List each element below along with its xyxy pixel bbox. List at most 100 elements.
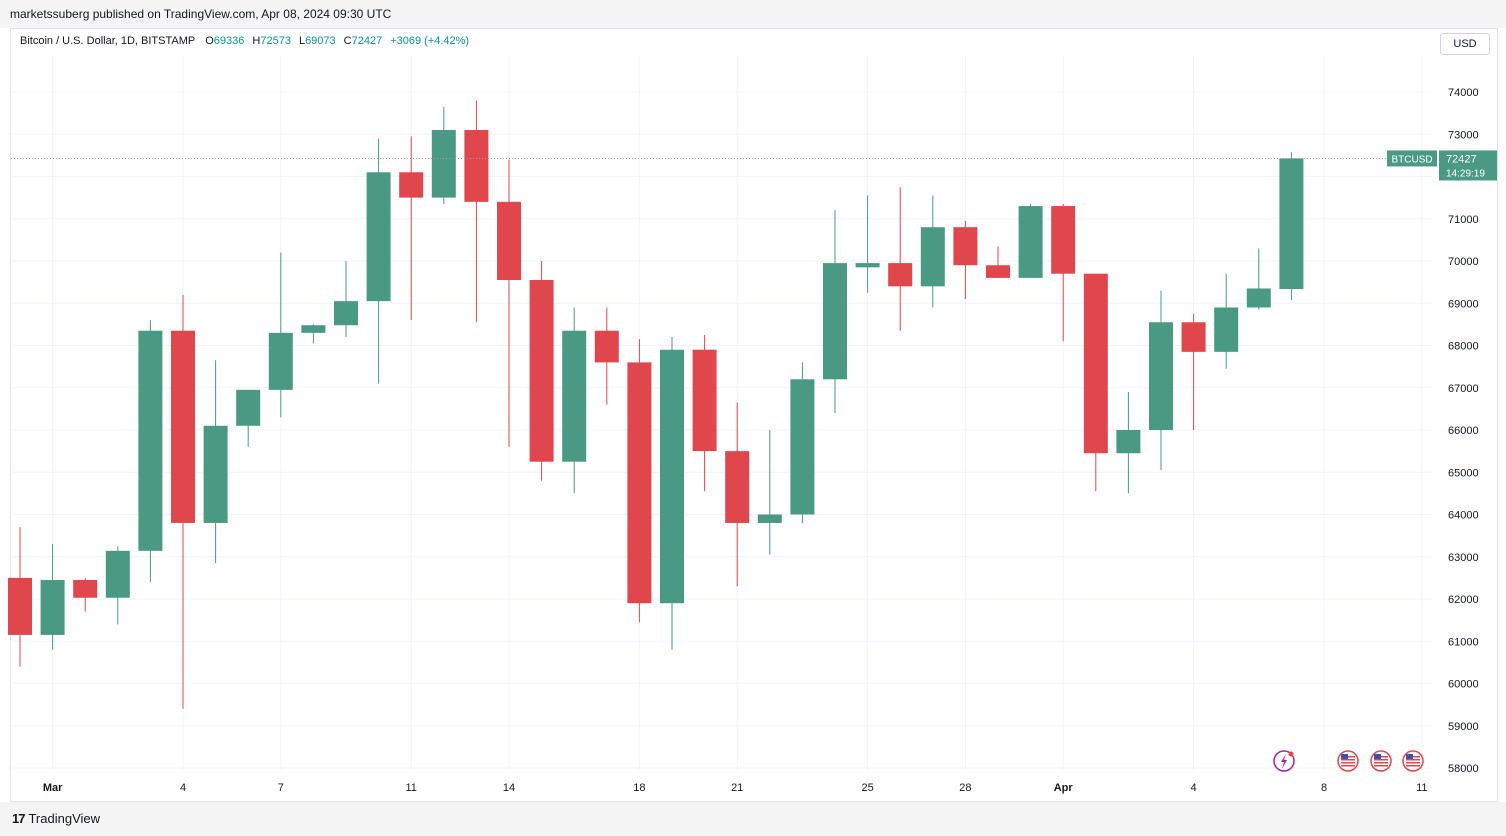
candle[interactable] (73, 577, 98, 612)
candle[interactable] (497, 159, 521, 447)
candle[interactable] (1083, 273, 1108, 492)
candle[interactable] (203, 360, 228, 564)
legend-symbol[interactable]: Bitcoin / U.S. Dollar, 1D, BITSTAMP (20, 35, 196, 47)
candle[interactable] (236, 389, 261, 447)
candle[interactable] (1051, 203, 1076, 342)
flash-event-icon[interactable] (1273, 750, 1295, 772)
price-tag-value: 72427 (1446, 153, 1477, 165)
legend-low-label: L (298, 35, 306, 47)
candle-body (301, 325, 326, 333)
x-tick-label: 25 (861, 782, 873, 794)
candle-body (725, 451, 750, 523)
x-tick-label: 18 (633, 782, 645, 794)
candle-body (334, 301, 358, 326)
candle-body (1279, 158, 1304, 290)
candle-body (138, 330, 163, 551)
candle[interactable] (1149, 290, 1173, 471)
candle[interactable] (366, 138, 391, 384)
candle[interactable] (171, 294, 195, 709)
candle[interactable] (660, 337, 684, 650)
candle[interactable] (855, 195, 880, 293)
candle-body (236, 389, 261, 426)
legend-open-value: 69336 (213, 35, 245, 47)
tradingview-logo-icon: 17 (12, 811, 26, 826)
published-text: marketssuberg published on TradingView.c… (10, 7, 392, 21)
candle[interactable] (529, 261, 554, 481)
candle[interactable] (823, 210, 847, 414)
currency-button[interactable]: USD (1440, 33, 1490, 55)
candle[interactable] (431, 106, 456, 204)
candle[interactable] (40, 544, 65, 650)
ohlc-legend: Bitcoin / U.S. Dollar, 1D, BITSTAMP O 69… (20, 34, 477, 48)
x-tick-label: 21 (731, 782, 743, 794)
candle[interactable] (725, 402, 750, 587)
candle-body (1214, 307, 1239, 352)
candle[interactable] (1246, 248, 1271, 310)
candle[interactable] (627, 339, 652, 623)
candle-body (268, 332, 293, 390)
price-tag-countdown: 14:29:19 (1446, 168, 1485, 179)
candle[interactable] (301, 324, 326, 344)
candle-body (986, 265, 1010, 278)
candle[interactable] (399, 136, 424, 321)
us-flag-event-icon[interactable] (1337, 750, 1359, 772)
legend-close-label: C (343, 35, 352, 47)
y-tick-label: 59000 (1448, 721, 1479, 733)
candle-body (855, 263, 880, 268)
candle[interactable] (464, 100, 489, 323)
candle[interactable] (953, 220, 978, 300)
us-flag-event-icon[interactable] (1370, 750, 1392, 772)
candle[interactable] (1116, 391, 1141, 494)
y-tick-label: 66000 (1448, 425, 1479, 437)
candle-body (1116, 430, 1141, 454)
candle-body (497, 201, 521, 281)
candle-body (1246, 288, 1271, 308)
candle[interactable] (692, 334, 717, 492)
candle-body (627, 362, 652, 604)
candle[interactable] (986, 246, 1010, 278)
candle[interactable] (790, 362, 815, 523)
y-tick-label: 58000 (1448, 763, 1479, 775)
candle[interactable] (888, 187, 913, 331)
candle[interactable] (594, 307, 619, 405)
candle[interactable] (334, 261, 358, 338)
candle[interactable] (8, 527, 32, 667)
candle[interactable] (138, 320, 163, 583)
y-tick-label: 68000 (1448, 341, 1479, 353)
candle-body (562, 330, 587, 462)
candle-body (823, 263, 847, 380)
candle-body (366, 172, 391, 302)
x-tick-label: 28 (959, 782, 971, 794)
y-tick-label: 74000 (1448, 87, 1479, 99)
candle[interactable] (562, 307, 587, 494)
candle-body (692, 349, 717, 452)
candle[interactable] (920, 195, 945, 308)
candle[interactable] (105, 546, 130, 625)
y-tick-label: 65000 (1448, 467, 1479, 479)
candle[interactable] (1018, 203, 1043, 278)
tradingview-logo-text: TradingView (28, 811, 101, 826)
price-tag-symbol-box (1387, 150, 1437, 167)
candle-body (660, 349, 684, 604)
tradingview-logo[interactable]: 17 TradingView (12, 811, 100, 827)
us-flag-event-icon[interactable] (1402, 750, 1424, 772)
x-tick-label: 14 (503, 782, 515, 794)
candle-body (594, 330, 619, 363)
legend-open-label: O (205, 35, 214, 47)
legend-high-value: 72573 (260, 35, 291, 47)
y-tick-label: 60000 (1448, 679, 1479, 691)
candle[interactable] (1214, 273, 1239, 369)
candle-body (1149, 322, 1173, 430)
candle-body (203, 425, 228, 523)
candle[interactable] (757, 430, 782, 555)
candle-body (1051, 206, 1076, 274)
candle[interactable] (268, 252, 293, 418)
candle-body (1018, 206, 1043, 278)
candle[interactable] (1181, 313, 1206, 430)
candle-body (757, 514, 782, 523)
candle-body (1181, 322, 1206, 352)
candle[interactable] (1279, 152, 1304, 301)
y-tick-label: 71000 (1448, 214, 1479, 226)
candle-body (399, 172, 424, 198)
